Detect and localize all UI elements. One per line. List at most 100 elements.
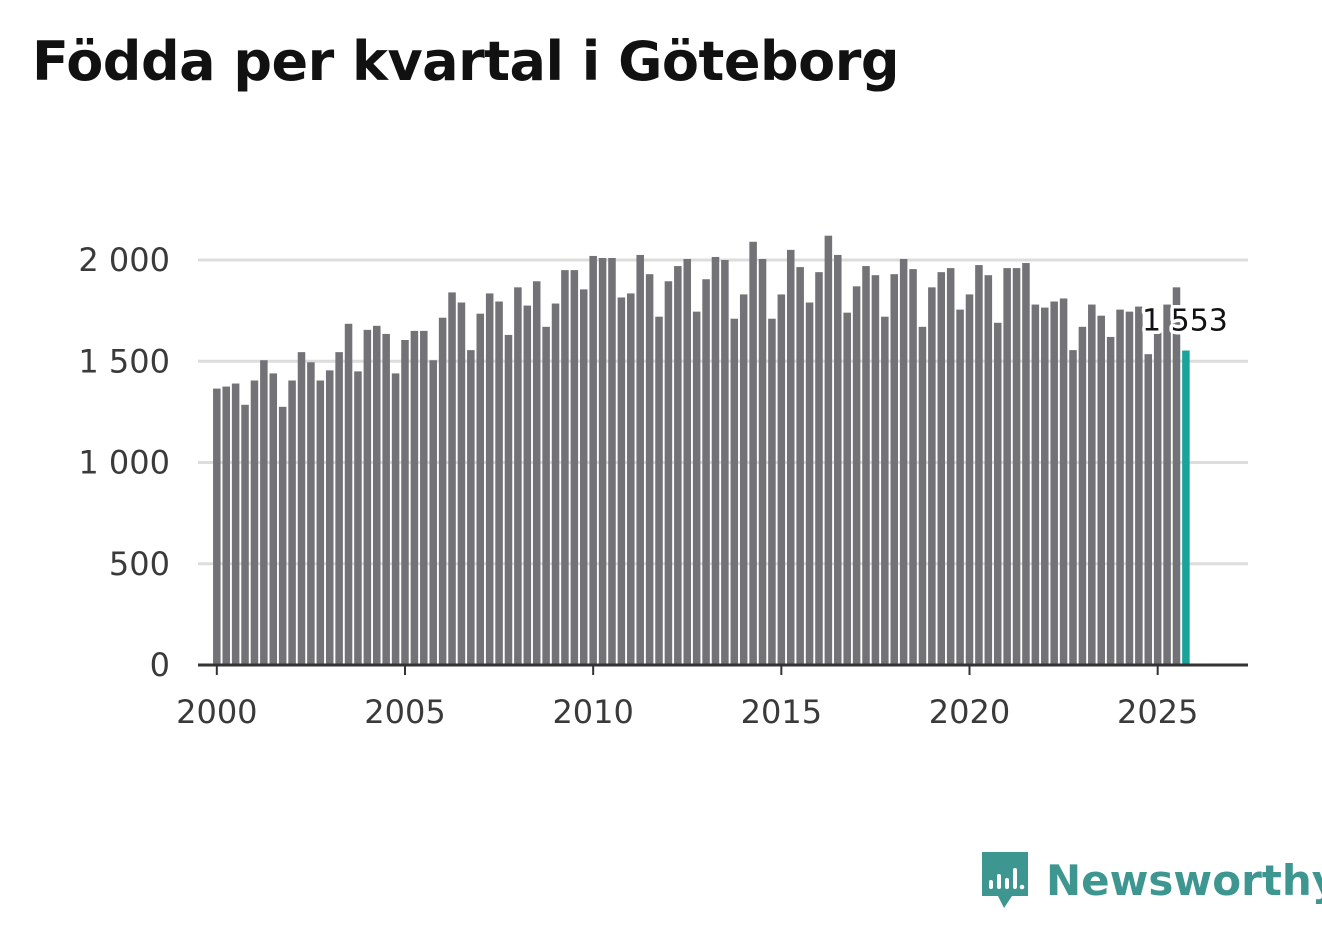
bar xyxy=(918,326,927,665)
bar xyxy=(570,270,579,665)
bar xyxy=(391,373,400,665)
bar xyxy=(476,313,485,665)
bar xyxy=(278,406,287,665)
bar xyxy=(1050,301,1058,665)
bar xyxy=(316,380,325,665)
bar xyxy=(448,292,456,665)
bar xyxy=(805,302,814,665)
y-tick-label: 1 000 xyxy=(78,444,170,482)
bar xyxy=(354,371,362,665)
bar xyxy=(1088,304,1096,665)
x-tick-label: 2005 xyxy=(364,693,445,731)
bar xyxy=(777,294,786,665)
newsworthy-logo-icon xyxy=(982,852,1028,908)
bar xyxy=(739,294,748,665)
bar xyxy=(485,293,494,665)
bar xyxy=(730,318,739,665)
chart-title: Födda per kvartal i Göteborg xyxy=(32,30,900,93)
bar xyxy=(222,386,230,665)
bar xyxy=(410,330,419,665)
bar xyxy=(1125,311,1134,665)
bar xyxy=(401,339,409,665)
bar xyxy=(683,258,692,665)
bar xyxy=(815,272,823,665)
bar xyxy=(589,255,597,665)
x-tick-label: 2025 xyxy=(1117,693,1198,731)
bar xyxy=(213,388,221,665)
bar xyxy=(928,287,936,665)
bar xyxy=(702,279,710,665)
bar xyxy=(862,266,870,665)
bar xyxy=(768,318,776,665)
bar xyxy=(909,269,917,665)
bar xyxy=(1163,304,1171,665)
bar xyxy=(532,281,541,665)
bar xyxy=(241,404,249,665)
bar xyxy=(636,254,644,665)
bar xyxy=(1116,309,1124,665)
bar xyxy=(438,317,447,665)
bar xyxy=(946,268,955,665)
bar xyxy=(260,360,268,665)
bar xyxy=(504,334,513,665)
bar xyxy=(231,383,240,665)
bar xyxy=(495,301,503,665)
bar xyxy=(749,241,757,665)
bar xyxy=(514,287,522,665)
bar-chart: 0 500 1 000 1 500 2 000 2000 2005 2010 2015 2020 2… xyxy=(78,235,1248,731)
bar xyxy=(1069,350,1077,665)
bar xyxy=(561,270,569,665)
bar xyxy=(692,311,701,665)
bar xyxy=(1078,326,1087,665)
bar xyxy=(711,256,720,665)
bar xyxy=(890,274,898,665)
highlight-bar xyxy=(1182,350,1190,665)
bar xyxy=(721,260,729,665)
bar xyxy=(1041,307,1049,665)
bar xyxy=(645,274,654,665)
bar xyxy=(344,323,353,665)
bar xyxy=(363,329,372,665)
brand-logo: Newsworthy xyxy=(980,850,1322,910)
x-tick-label: 2000 xyxy=(176,693,257,731)
bar xyxy=(551,303,560,665)
bar xyxy=(834,254,842,665)
bar xyxy=(297,352,306,665)
bar xyxy=(824,235,833,665)
bar xyxy=(965,294,974,665)
bar xyxy=(269,373,278,665)
x-tick-label: 2010 xyxy=(552,693,633,731)
bar xyxy=(758,258,767,665)
bar xyxy=(1097,315,1105,665)
highlight-data-label: 1 553 xyxy=(1142,304,1228,339)
bar xyxy=(617,297,626,665)
bar xyxy=(373,325,381,665)
y-tick-label: 1 500 xyxy=(78,342,170,380)
bar xyxy=(937,272,946,665)
bar xyxy=(579,289,588,665)
bar xyxy=(1022,263,1030,665)
bar xyxy=(975,265,983,665)
bar xyxy=(325,370,334,665)
bar xyxy=(993,322,1002,665)
bar xyxy=(1172,287,1181,665)
bar xyxy=(1012,268,1021,665)
bar xyxy=(627,293,635,665)
y-tick-label: 2 000 xyxy=(78,241,170,279)
x-tick-label: 2015 xyxy=(741,693,822,731)
bar xyxy=(307,362,315,665)
bar xyxy=(420,330,428,665)
bar xyxy=(786,249,795,665)
bar xyxy=(523,305,532,665)
bar xyxy=(852,286,861,665)
bar xyxy=(1059,298,1068,665)
y-tick-label: 500 xyxy=(109,545,170,583)
y-tick-label: 0 xyxy=(150,646,170,684)
brand-name: Newsworthy xyxy=(1046,855,1322,905)
bar xyxy=(250,380,259,665)
bar xyxy=(664,281,673,665)
bar xyxy=(674,266,682,665)
bar xyxy=(984,275,993,665)
bar xyxy=(542,326,550,665)
bar xyxy=(899,258,908,665)
